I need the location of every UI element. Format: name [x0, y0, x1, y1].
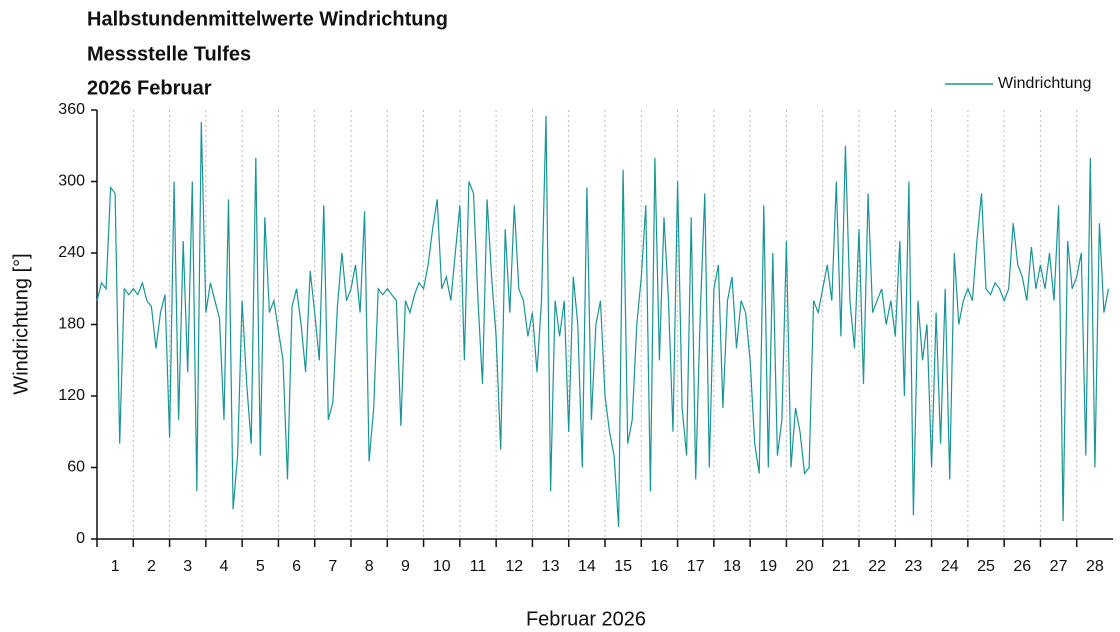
x-tick-label: 23 — [905, 558, 923, 575]
y-tick-label: 300 — [58, 173, 85, 190]
x-tick-label: 28 — [1086, 558, 1104, 575]
x-tick-label: 21 — [832, 558, 850, 575]
y-tick-label: 360 — [58, 101, 85, 118]
x-tick-label: 25 — [977, 558, 995, 575]
x-tick-label: 2 — [147, 558, 156, 575]
x-tick-label: 13 — [542, 558, 560, 575]
y-axis-label: Windrichtung [°] — [10, 253, 32, 394]
x-tick-label: 26 — [1013, 558, 1031, 575]
x-tick-label: 16 — [651, 558, 669, 575]
data-line — [96, 115, 1110, 528]
x-tick-label: 22 — [868, 558, 886, 575]
x-tick-label: 10 — [433, 558, 451, 575]
y-tick-label: 120 — [58, 387, 85, 404]
chart-title: Halbstundenmittelwerte Windrichtung — [87, 8, 448, 30]
x-tick-label: 6 — [292, 558, 301, 575]
chart-title: Messstelle Tulfes — [87, 43, 251, 65]
x-tick-label: 24 — [941, 558, 959, 575]
x-tick-label: 12 — [505, 558, 523, 575]
x-axis-label: Februar 2026 — [526, 608, 646, 630]
x-tick-label: 4 — [220, 558, 229, 575]
legend-label: Windrichtung — [998, 75, 1091, 92]
y-tick-label: 0 — [76, 530, 85, 547]
y-tick-label: 240 — [58, 244, 85, 261]
x-tick-label: 7 — [328, 558, 337, 575]
x-tick-label: 20 — [796, 558, 814, 575]
x-tick-label: 11 — [470, 558, 487, 575]
x-tick-label: 15 — [614, 558, 632, 575]
chart-title: 2026 Februar — [87, 77, 212, 99]
x-tick-label: 8 — [365, 558, 374, 575]
x-tick-label: 17 — [687, 558, 705, 575]
x-tick-label: 14 — [578, 558, 596, 575]
x-tick-label: 3 — [183, 558, 192, 575]
x-tick-label: 19 — [759, 558, 777, 575]
x-tick-label: 5 — [256, 558, 265, 575]
x-tick-label: 27 — [1050, 558, 1068, 575]
y-tick-label: 60 — [67, 459, 85, 476]
x-tick-label: 18 — [723, 558, 741, 575]
x-tick-label: 9 — [401, 558, 410, 575]
y-tick-label: 180 — [58, 316, 85, 333]
x-tick-label: 1 — [111, 558, 120, 575]
